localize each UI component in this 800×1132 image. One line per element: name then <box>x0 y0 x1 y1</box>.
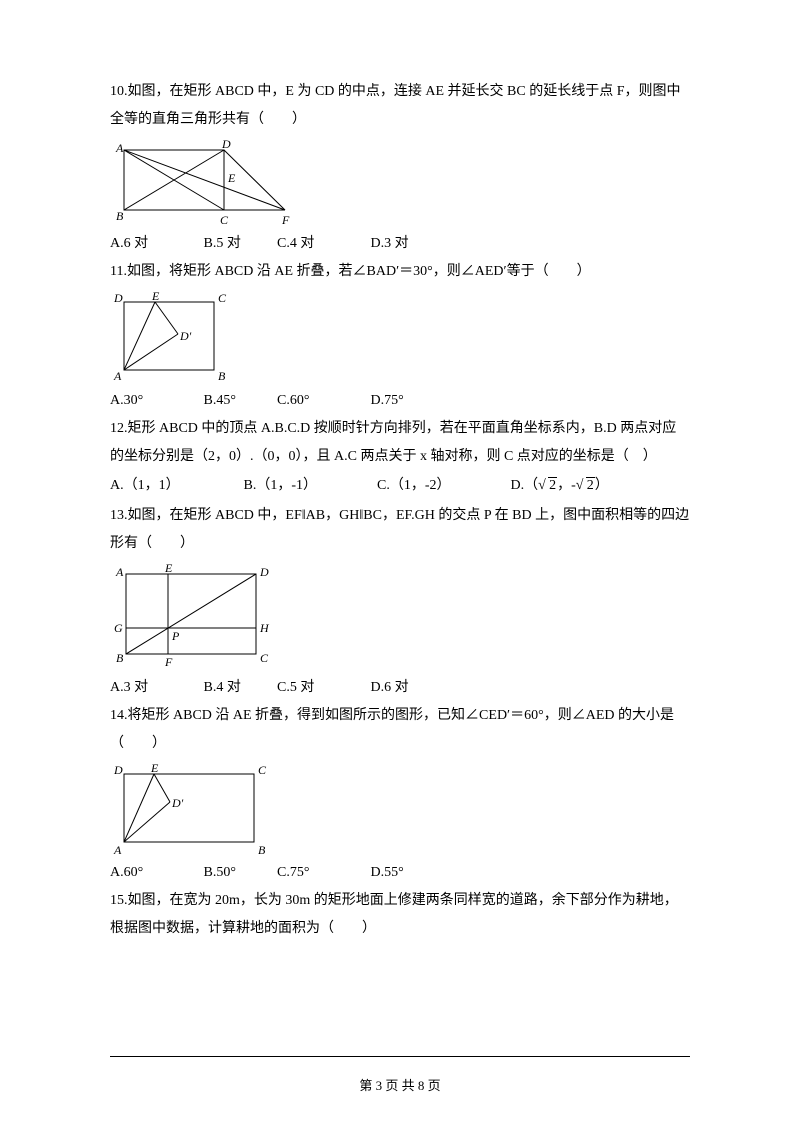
q13-label-p: P <box>171 629 180 643</box>
q14-opt-d: D.55° <box>371 859 404 887</box>
q10-label-b: B <box>116 209 124 223</box>
q14-label-a: A <box>113 843 122 857</box>
q10-label-d: D <box>221 138 231 151</box>
q13-opt-c: C.5 对 <box>277 674 367 702</box>
q14-label-dp: D′ <box>171 796 184 810</box>
q12-optd-suf: ） <box>595 471 609 502</box>
q14-options: A.60° B.50° C.75° D.55° <box>110 859 690 887</box>
q11-label-a: A <box>113 369 122 383</box>
q12-optd-rad1: 2 <box>548 477 557 495</box>
q13-label-b: B <box>116 651 124 665</box>
q12-opt-a: A.（1，1） <box>110 471 240 502</box>
footer-line <box>110 1056 690 1057</box>
page-content: 10.如图，在矩形 ABCD 中，E 为 CD 的中点，连接 AE 并延长交 B… <box>0 0 800 943</box>
q10-opt-b: B.5 对 <box>204 230 274 258</box>
q14-label-e: E <box>150 762 159 775</box>
q10-label-e: E <box>227 171 236 185</box>
q13-opt-d: D.6 对 <box>371 674 409 702</box>
q10-label-a: A <box>115 141 124 155</box>
q14-figure: D E C A B D′ <box>110 762 690 857</box>
q10-figure: A D B C E F <box>110 138 690 228</box>
q11-label-c: C <box>218 291 227 305</box>
q13-opt-b: B.4 对 <box>204 674 274 702</box>
q13-label-c: C <box>260 651 269 665</box>
q11-label-d: D <box>113 291 123 305</box>
q13-text: 13.如图，在矩形 ABCD 中，EF‖AB，GH‖BC，EF.GH 的交点 P… <box>110 502 690 558</box>
q13-label-a: A <box>115 565 124 579</box>
q14-label-b: B <box>258 843 266 857</box>
q10-options: A.6 对 B.5 对 C.4 对 D.3 对 <box>110 230 690 258</box>
q11-label-b: B <box>218 369 226 383</box>
q10-opt-a: A.6 对 <box>110 230 200 258</box>
q11-text: 11.如图，将矩形 ABCD 沿 AE 折叠，若∠BAD′＝30°，则∠AED′… <box>110 258 690 286</box>
q14-label-d: D <box>113 763 123 777</box>
q13-label-g: G <box>114 621 123 635</box>
q13-opt-a: A.3 对 <box>110 674 200 702</box>
q14-opt-b: B.50° <box>204 859 274 887</box>
q11-label-dp: D′ <box>179 329 192 343</box>
q12-opt-c: C.（1，-2） <box>377 471 507 502</box>
q12-optd-mid: ，- <box>557 471 576 502</box>
q11-opt-b: B.45° <box>204 387 274 415</box>
q13-label-e: E <box>164 562 173 575</box>
q13-figure: A D B C E F G H P <box>110 562 690 672</box>
q11-label-e: E <box>151 290 160 303</box>
q12-optd-rad2: 2 <box>586 477 595 495</box>
q10-text: 10.如图，在矩形 ABCD 中，E 为 CD 的中点，连接 AE 并延长交 B… <box>110 78 690 134</box>
q10-opt-d: D.3 对 <box>371 230 409 258</box>
page-footer: 第 3 页 共 8 页 <box>0 1056 800 1094</box>
q11-opt-d: D.75° <box>371 387 404 415</box>
q15-text: 15.如图，在宽为 20m，长为 30m 的矩形地面上修建两条同样宽的道路，余下… <box>110 887 690 943</box>
q12-optd-pre: D.（ <box>511 471 539 502</box>
q11-figure: D E C A B D′ <box>110 290 690 385</box>
q14-text: 14.将矩形 ABCD 沿 AE 折叠，得到如图所示的图形，已知∠CED′＝60… <box>110 702 690 758</box>
q13-options: A.3 对 B.4 对 C.5 对 D.6 对 <box>110 674 690 702</box>
q13-label-d: D <box>259 565 269 579</box>
q12-opt-b: B.（1，-1） <box>244 471 374 502</box>
q12-text: 12.矩形 ABCD 中的顶点 A.B.C.D 按顺时针方向排列，若在平面直角坐… <box>110 415 690 471</box>
footer-text: 第 3 页 共 8 页 <box>359 1078 440 1093</box>
q14-opt-a: A.60° <box>110 859 200 887</box>
q12-opt-d: D.（2，-2） <box>511 471 609 502</box>
q13-label-h: H <box>259 621 270 635</box>
q14-opt-c: C.75° <box>277 859 367 887</box>
q10-label-f: F <box>281 213 290 227</box>
q14-label-c: C <box>258 763 267 777</box>
q10-label-c: C <box>220 213 229 227</box>
q10-opt-c: C.4 对 <box>277 230 367 258</box>
q12-options: A.（1，1） B.（1，-1） C.（1，-2） D.（2，-2） <box>110 471 690 502</box>
q11-options: A.30° B.45° C.60° D.75° <box>110 387 690 415</box>
q13-label-f: F <box>164 655 173 669</box>
q11-opt-a: A.30° <box>110 387 200 415</box>
q11-opt-c: C.60° <box>277 387 367 415</box>
